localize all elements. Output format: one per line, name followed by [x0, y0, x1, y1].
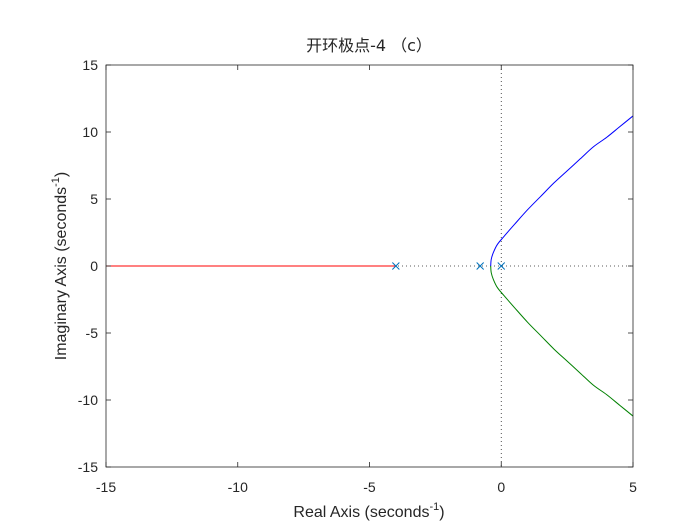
- x-axis-label-close: ): [439, 504, 444, 521]
- pole-marker-2: [476, 262, 485, 270]
- pole-marker-3: [497, 262, 506, 270]
- y-tick-label: 5: [90, 191, 98, 207]
- y-tick-label: 15: [82, 57, 98, 73]
- y-tick-label: -15: [78, 459, 98, 475]
- x-tick-label: 5: [629, 479, 637, 495]
- chart-title: 开环极点-4 （c）: [306, 36, 432, 55]
- y-axis-label-sup: -1: [50, 177, 62, 187]
- y-axis-label-text: Imaginary Axis (seconds: [53, 187, 70, 360]
- y-axis-label: Imaginary Axis (seconds-1): [50, 172, 70, 361]
- y-axis-label-close: ): [53, 172, 70, 177]
- x-tick-labels: -15 -10 -5 0 5: [96, 479, 637, 495]
- x-axis-label-sup: -1: [429, 501, 439, 513]
- x-axis-label-text: Real Axis (seconds: [293, 504, 429, 521]
- series-layer: [106, 115, 633, 417]
- y-tick-label: 0: [90, 258, 98, 274]
- x-tick-label: 0: [497, 479, 505, 495]
- locus-branch-1: [490, 115, 633, 267]
- y-tick-labels: -15 -10 -5 0 5 10 15: [78, 57, 98, 475]
- y-tick-label: -5: [86, 325, 99, 341]
- x-tick-label: -5: [363, 479, 376, 495]
- x-tick-label: -10: [228, 479, 248, 495]
- x-axis-label: Real Axis (seconds-1): [293, 501, 444, 521]
- pole-markers: [391, 262, 506, 270]
- locus-branch-2: [490, 265, 633, 417]
- tick-marks: [105, 64, 634, 468]
- pole-marker-stroke: [497, 262, 506, 270]
- y-tick-label: 10: [82, 124, 98, 140]
- y-tick-label: -10: [78, 392, 98, 408]
- pole-marker-1: [391, 262, 400, 270]
- pole-marker-stroke: [476, 262, 485, 270]
- x-tick-label: -15: [96, 479, 116, 495]
- pole-marker-stroke: [391, 262, 400, 270]
